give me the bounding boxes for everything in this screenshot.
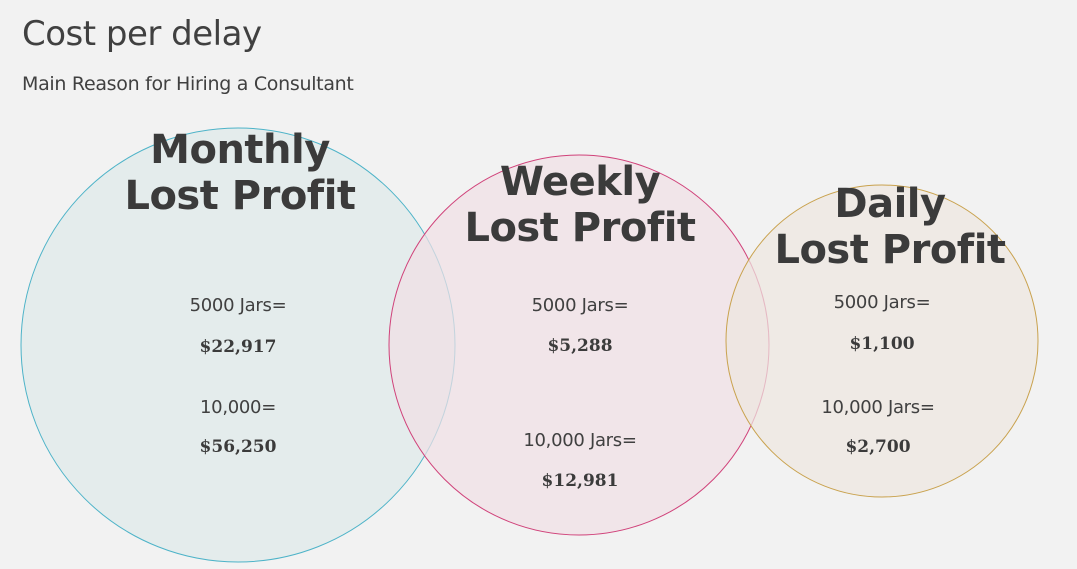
- monthly-heading-line1: Monthly: [150, 127, 330, 173]
- daily-heading: Daily Lost Profit: [774, 181, 1006, 274]
- monthly-label-10000: 10,000=: [200, 397, 276, 418]
- daily-value-10000: $2,700: [845, 437, 911, 457]
- daily-heading-line2: Lost Profit: [774, 227, 1006, 274]
- weekly-value-5000: $5,288: [547, 336, 613, 356]
- monthly-heading-line2: Lost Profit: [124, 173, 356, 220]
- daily-heading-line1: Daily: [834, 181, 946, 227]
- monthly-value-5000: $22,917: [199, 337, 277, 357]
- weekly-heading-line2: Lost Profit: [464, 205, 696, 252]
- weekly-heading: Weekly Lost Profit: [464, 159, 696, 252]
- daily-circle: [725, 184, 1039, 498]
- page-title: Cost per delay: [22, 14, 262, 54]
- daily-label-5000: 5000 Jars=: [833, 292, 931, 313]
- weekly-value-10000: $12,981: [541, 471, 619, 491]
- weekly-heading-line1: Weekly: [499, 159, 661, 205]
- monthly-label-5000: 5000 Jars=: [189, 295, 287, 316]
- monthly-value-10000: $56,250: [199, 437, 277, 457]
- daily-value-5000: $1,100: [849, 334, 915, 354]
- monthly-heading: Monthly Lost Profit: [124, 127, 356, 220]
- weekly-label-10000: 10,000 Jars=: [523, 430, 637, 451]
- weekly-label-5000: 5000 Jars=: [531, 295, 629, 316]
- daily-label-10000: 10,000 Jars=: [821, 397, 935, 418]
- page-subtitle: Main Reason for Hiring a Consultant: [22, 73, 354, 95]
